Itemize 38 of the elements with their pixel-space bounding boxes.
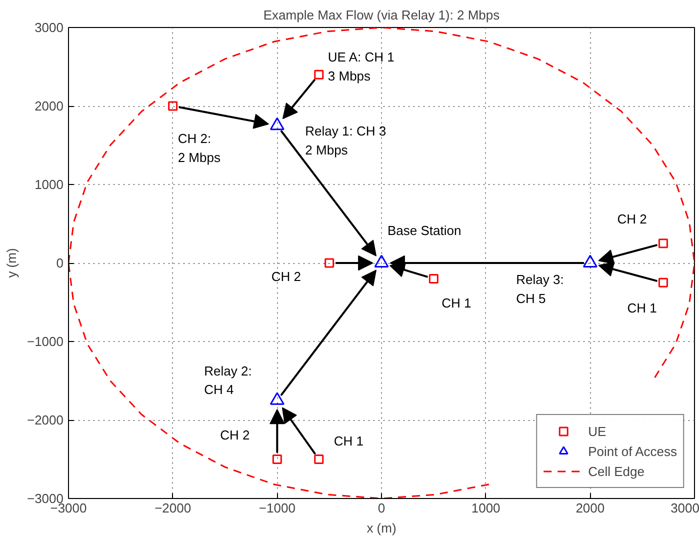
- x-tick-label: 1000: [471, 500, 500, 516]
- annotation: CH 1: [627, 300, 657, 316]
- x-tick-label: 3000: [670, 500, 699, 516]
- chart-title: Example Max Flow (via Relay 1): 2 Mbps: [263, 8, 500, 22]
- point: [428, 274, 438, 284]
- legend-label: Point of Access: [588, 444, 677, 458]
- point: [314, 70, 324, 80]
- y-tick-label: 0: [56, 256, 64, 270]
- y-axis-title: y (m): [4, 248, 19, 278]
- annotation: CH 1: [442, 296, 472, 311]
- x-tick-label: −1000: [258, 500, 296, 516]
- y-tick-label: 3000: [34, 20, 64, 35]
- point: [168, 101, 178, 111]
- point: [314, 454, 324, 464]
- annotation: Relay 1: CH 3 2 Mbps: [305, 124, 386, 158]
- x-axis-title: x (m): [366, 520, 396, 536]
- annotation: CH 2: [271, 269, 301, 284]
- legend-label: UE: [588, 424, 608, 438]
- annotation: CH 1: [334, 433, 364, 448]
- x-tick-label: −2000: [154, 500, 192, 516]
- y-tick-label: −2000: [26, 412, 64, 428]
- point: [272, 454, 282, 464]
- legend-label: Cell Edge: [588, 464, 644, 478]
- x-tick-label: 2000: [576, 500, 605, 516]
- point: [658, 278, 668, 288]
- y-tick-label: 2000: [34, 98, 64, 114]
- point: [658, 238, 668, 248]
- annotation: Relay 3: CH 5: [516, 272, 564, 306]
- annotation: Base Station: [388, 223, 462, 238]
- annotation: CH 2: [220, 427, 250, 442]
- annotation: Relay 2: CH 4: [204, 363, 252, 398]
- y-tick-label: 1000: [34, 177, 64, 192]
- annotation: CH 2: [617, 211, 647, 226]
- annotation: UE A: CH 1 3 Mbps: [328, 50, 394, 84]
- annotation: CH 2: 2 Mbps: [178, 131, 221, 165]
- y-tick-label: −1000: [26, 334, 64, 349]
- x-tick-label: 0: [378, 500, 386, 516]
- point: [324, 258, 334, 268]
